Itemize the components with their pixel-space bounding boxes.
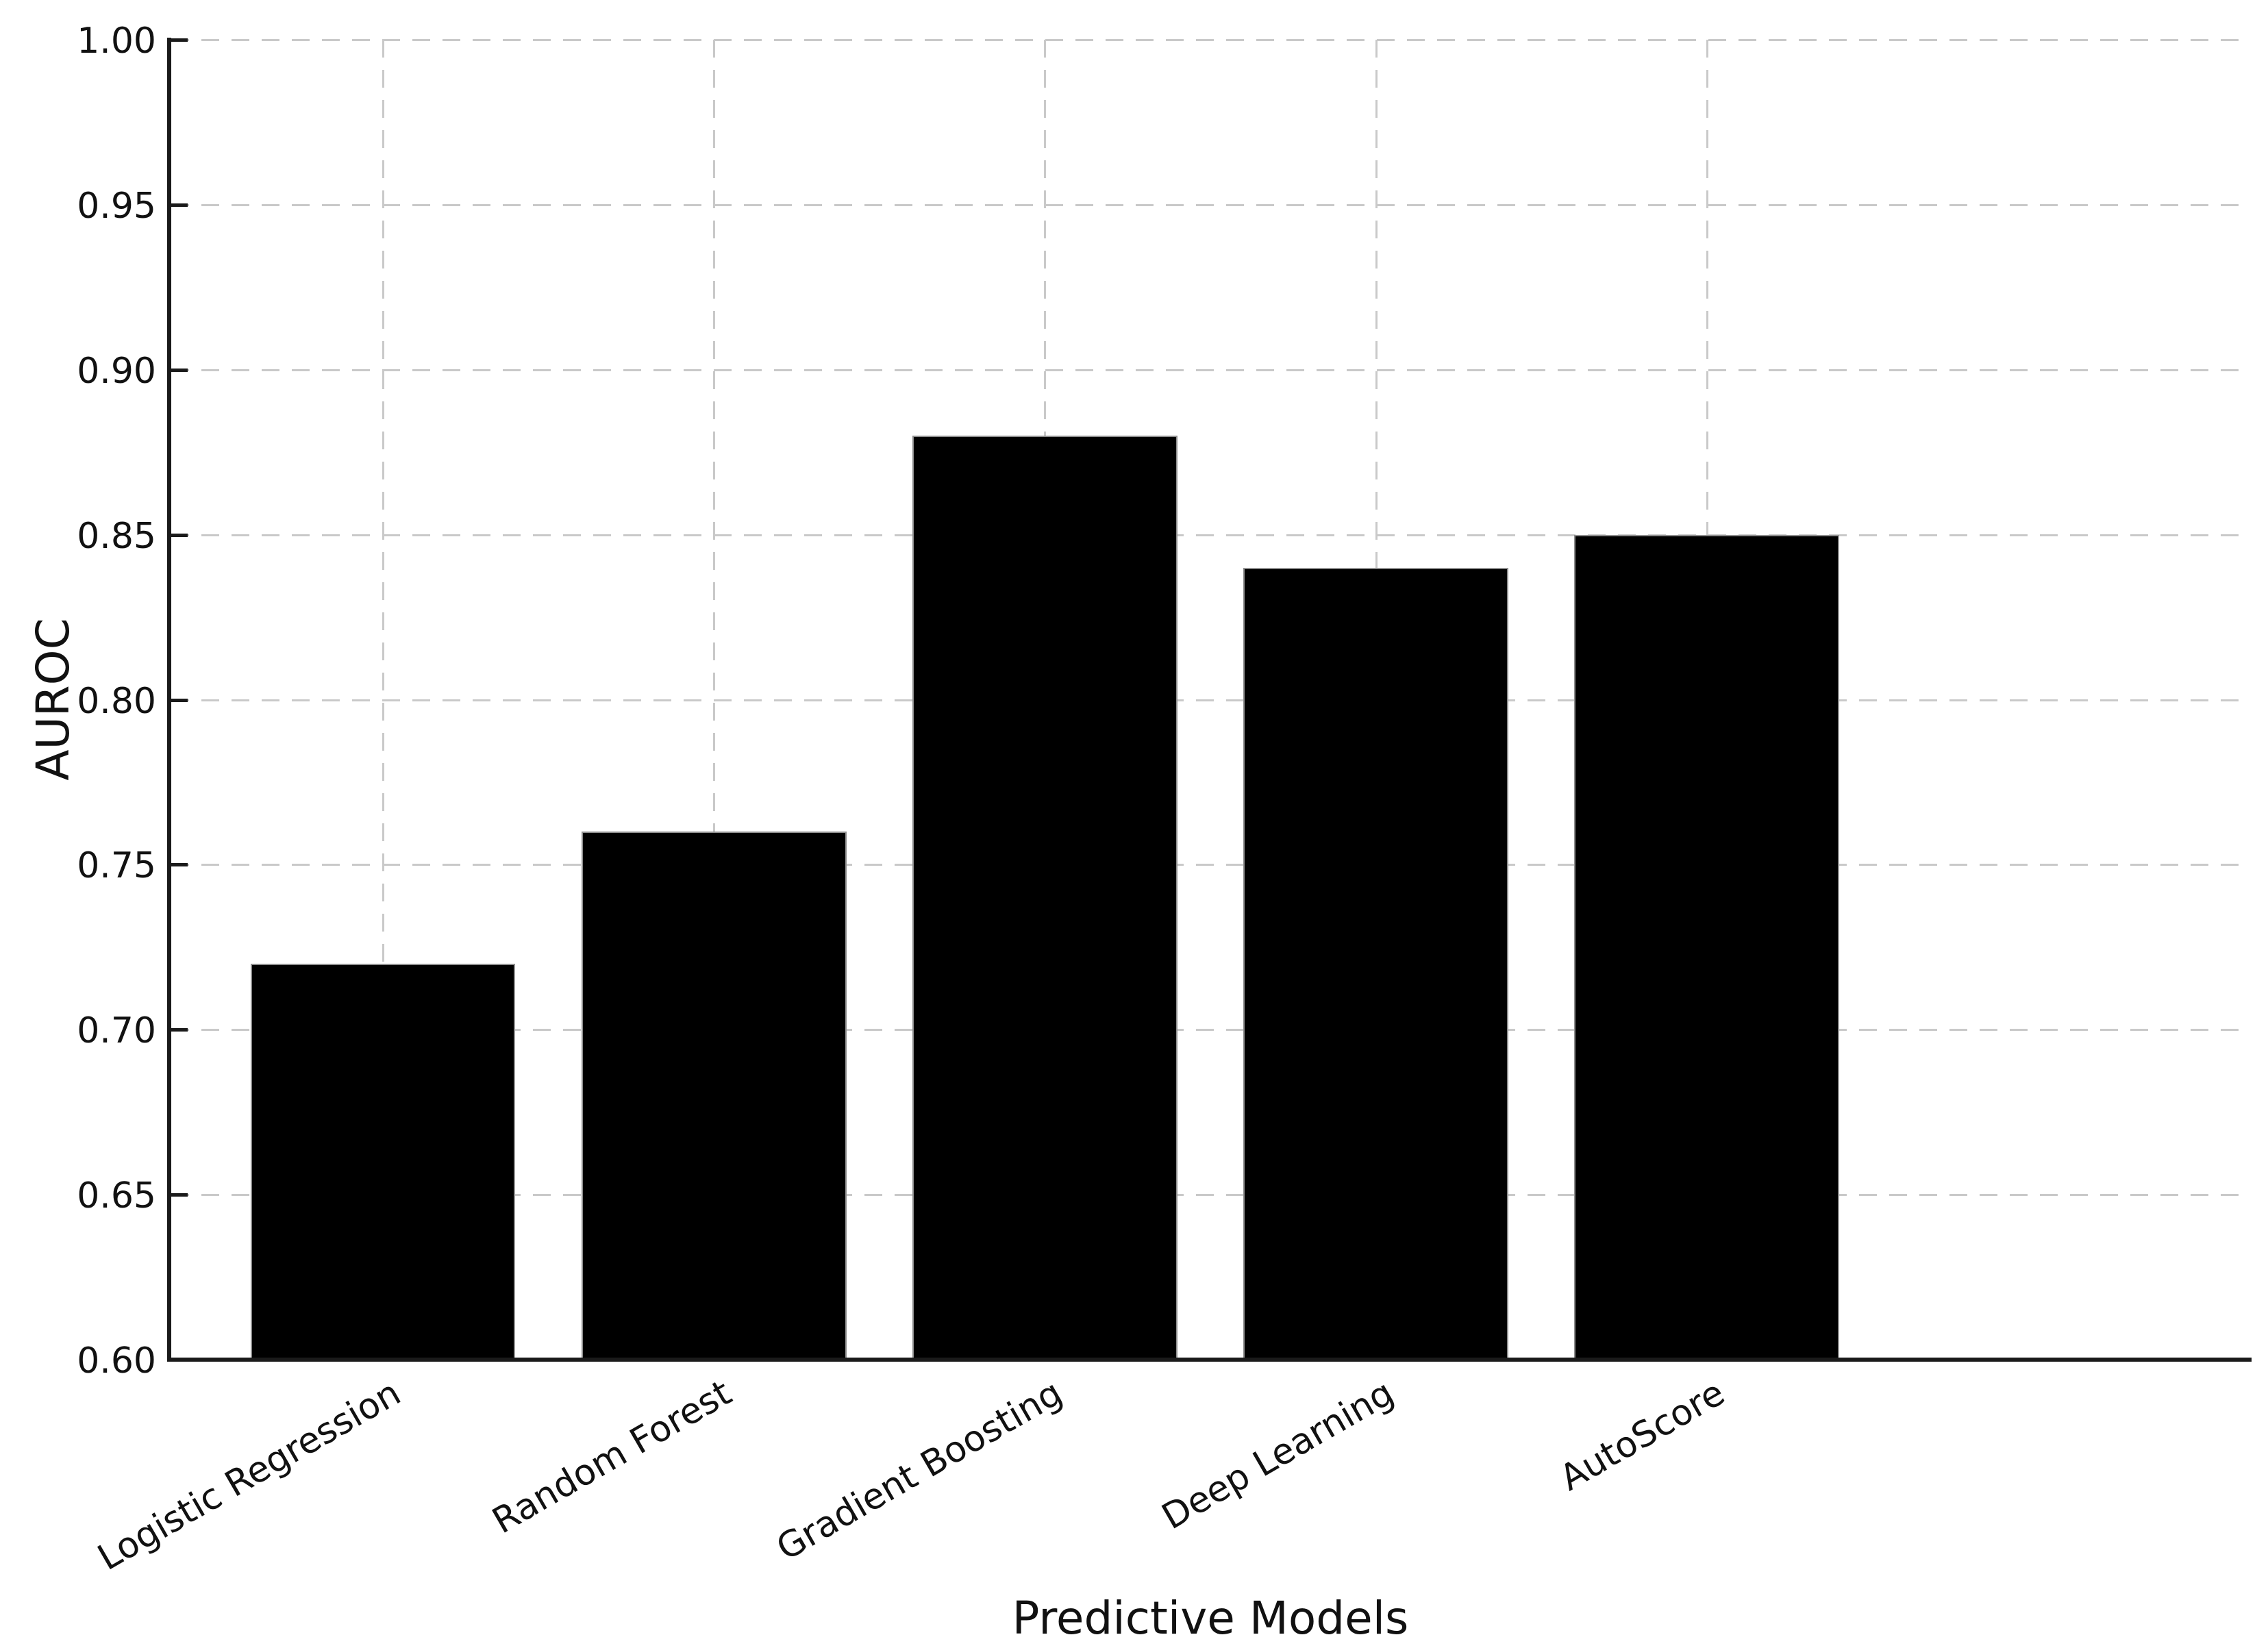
y-tick-mark [171, 1193, 188, 1197]
y-tick-label: 0.60 [77, 1340, 156, 1382]
y-gridline [171, 203, 2250, 206]
y-gridline [171, 369, 2250, 371]
y-axis-spine [167, 38, 171, 1362]
x-tick-label: Random Forest [486, 1372, 739, 1543]
x-gridline [713, 40, 716, 1360]
y-tick-mark [171, 1028, 188, 1032]
y-gridline [171, 39, 2250, 41]
y-tick-label: 0.95 [77, 185, 156, 227]
y-tick-mark [171, 203, 188, 207]
x-gridline [382, 40, 385, 1360]
y-tick-label: 0.80 [77, 680, 156, 722]
y-tick-label: 0.75 [77, 845, 156, 887]
x-tick-label: Logistic Regression [91, 1372, 408, 1579]
y-gridline [171, 1194, 2250, 1197]
bar-deep-learning [1243, 567, 1508, 1360]
bar-random-forest [582, 832, 847, 1360]
y-tick-mark [171, 38, 188, 42]
y-tick-label: 0.65 [77, 1175, 156, 1217]
bar-autoscore [1574, 534, 1839, 1360]
y-gridline [171, 864, 2250, 866]
x-tick-label: Deep Learning [1155, 1372, 1401, 1538]
y-tick-mark [171, 863, 188, 867]
y-tick-label: 0.70 [77, 1010, 156, 1052]
y-tick-mark [171, 698, 188, 702]
x-axis-title: Predictive Models [1012, 1592, 1409, 1645]
x-tick-label: AutoScore [1552, 1372, 1732, 1499]
x-tick-label: Gradient Boosting [770, 1372, 1070, 1569]
y-gridline [171, 1029, 2250, 1032]
y-gridline [171, 699, 2250, 701]
plot-area [171, 39, 2250, 1360]
y-tick-mark [171, 368, 188, 372]
bar-logistic-regression [250, 963, 516, 1360]
y-tick-label: 0.85 [77, 515, 156, 557]
bar-gradient-boosting [912, 436, 1177, 1360]
y-gridline [171, 534, 2250, 536]
x-axis-spine [167, 1358, 2252, 1362]
y-tick-label: 0.90 [77, 350, 156, 392]
y-tick-label: 1.00 [77, 21, 156, 62]
y-tick-mark [171, 533, 188, 537]
